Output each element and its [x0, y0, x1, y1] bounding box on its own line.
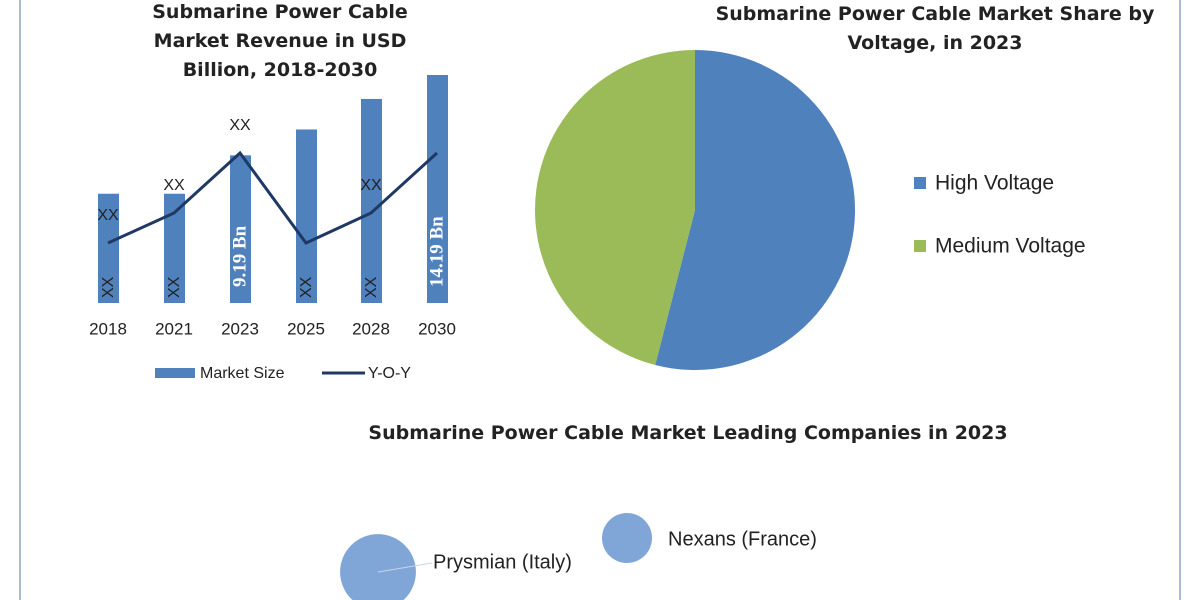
bar-value-label: XX — [100, 276, 117, 298]
x-tick-label: 2030 — [418, 319, 456, 338]
bar-value-label: 14.19 Bn — [426, 216, 447, 287]
bubble-label: Nexans (France) — [668, 528, 817, 550]
bubble-chart-title: Submarine Power Cable Market Leading Com… — [368, 422, 1008, 444]
bubble-label: Prysmian (Italy) — [433, 551, 572, 573]
yoy-line — [107, 150, 439, 245]
bar-chart-title: Submarine Power Cable Market Revenue in … — [152, 1, 408, 81]
line-value-label: XX — [229, 117, 251, 134]
line-value-label: XX — [163, 177, 185, 194]
pie-slice — [535, 50, 695, 365]
bar — [361, 98, 382, 304]
x-tick-label: 2028 — [352, 319, 390, 338]
pie-chart-title: Submarine Power Cable Market Share by Vo… — [715, 3, 1155, 54]
bar — [427, 75, 448, 303]
x-tick-label: 2025 — [287, 319, 325, 338]
x-tick-label: 2018 — [89, 319, 127, 338]
bar-value-label: 9.19 Bn — [229, 225, 250, 287]
legend-swatch — [914, 240, 926, 252]
bar — [230, 155, 251, 303]
line-value-label: XX — [360, 177, 382, 194]
bar-value-label: XX — [363, 276, 380, 298]
legend-label: Medium Voltage — [935, 235, 1086, 258]
legend-swatch — [914, 177, 926, 189]
bubble — [602, 513, 652, 563]
line-value-label: XX — [97, 207, 119, 224]
pie-slice — [655, 50, 856, 370]
bar — [296, 129, 317, 303]
bar — [98, 193, 119, 303]
legend-swatch — [155, 368, 195, 378]
leader-line — [377, 562, 433, 573]
legend-label: Y-O-Y — [368, 365, 411, 382]
bubble — [340, 534, 416, 600]
x-tick-label: 2023 — [221, 319, 259, 338]
x-tick-label: 2021 — [155, 319, 193, 338]
legend-label: High Voltage — [935, 172, 1054, 195]
bar-value-label: XX — [298, 276, 315, 298]
legend-label: Market Size — [200, 365, 285, 382]
bar-value-label: XX — [166, 276, 183, 298]
bar — [164, 193, 185, 303]
